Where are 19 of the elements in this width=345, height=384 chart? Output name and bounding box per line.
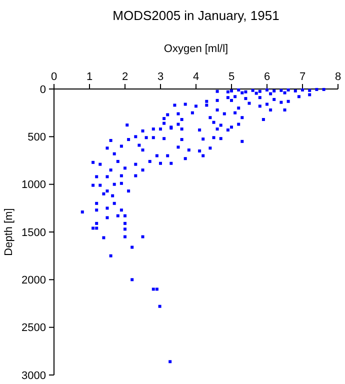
y-tick-label: 3000	[22, 370, 46, 382]
x-tick-label: 3	[157, 71, 164, 83]
x-tick-label: 7	[299, 71, 306, 83]
x-tick-label: 8	[334, 71, 342, 83]
x-tick-label: 4	[192, 71, 200, 83]
y-tick-label: 2500	[22, 322, 46, 334]
x-tick-label: 6	[264, 71, 270, 83]
y-tick-label: 1500	[22, 226, 46, 239]
y-tick-label: 500	[28, 132, 46, 144]
y-axis-title: Depth [m]	[3, 208, 15, 256]
x-axis-title: Oxygen [ml/l]	[164, 43, 228, 55]
y-tick-label: 0	[40, 84, 46, 96]
y-tick-label: 2000	[22, 274, 46, 287]
y-tick-label: 1000	[22, 179, 46, 192]
chart-title: MODS2005 in January, 1951	[112, 8, 280, 23]
x-tick-label: 2	[122, 71, 128, 83]
x-tick-label: 0	[50, 71, 58, 83]
x-tick-label: 1	[86, 71, 93, 83]
x-tick-label: 5	[228, 71, 235, 83]
